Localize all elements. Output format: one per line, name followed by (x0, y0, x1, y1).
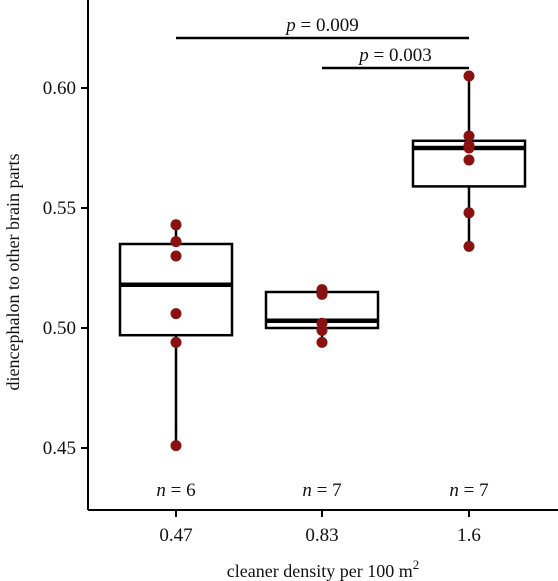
y-tick-label: 0.45 (43, 438, 76, 459)
x-axis-title-text: cleaner density per 100 m (227, 561, 413, 581)
data-point (316, 324, 328, 336)
labels: cleaner density per 100 m2 diencephalon t… (3, 154, 489, 581)
significance-label-value: = 0.003 (369, 45, 432, 66)
sample-size-label: n = 7 (449, 480, 488, 501)
data-point (463, 240, 475, 252)
x-tick-label: 1.6 (457, 525, 481, 546)
y-axis-title: diencephalon to other brain parts (3, 154, 23, 391)
data-point (170, 308, 182, 320)
significance-label: p = 0.009 (284, 15, 358, 36)
data-point (170, 336, 182, 348)
data-point (463, 154, 475, 166)
data-point (316, 288, 328, 300)
data-points (170, 70, 475, 452)
y-tick-label: 0.55 (43, 198, 76, 219)
data-point (170, 250, 182, 262)
data-point (463, 142, 475, 154)
boxes (118, 76, 527, 446)
significance-label-p: p (357, 45, 369, 66)
y-tick-label: 0.60 (43, 78, 76, 99)
sample-size-n: n (302, 480, 312, 501)
data-point (463, 207, 475, 219)
data-point (463, 70, 475, 82)
x-tick-label: 0.47 (159, 525, 192, 546)
sample-size-label: n = 7 (302, 480, 341, 501)
sample-size-label: n = 6 (156, 480, 195, 501)
data-point (170, 236, 182, 248)
sample-size-n: n (156, 480, 166, 501)
y-tick-label: 0.50 (43, 318, 76, 339)
data-point (170, 440, 182, 452)
data-point (170, 219, 182, 231)
axes: 0.45 0.50 0.55 0.60 0.47 0.83 1.6 (43, 0, 558, 546)
data-point (463, 130, 475, 142)
significance-label-p: p (284, 15, 296, 36)
x-axis-title: cleaner density per 100 m2 (227, 557, 419, 581)
x-tick-label: 0.83 (305, 525, 338, 546)
data-point (316, 336, 328, 348)
x-axis-title-superscript: 2 (413, 557, 420, 572)
significance-label: p = 0.003 (357, 45, 431, 66)
sample-size-value: = 7 (459, 480, 489, 501)
significance-label-value: = 0.009 (296, 15, 359, 36)
sample-size-n: n (449, 480, 459, 501)
sample-size-value: = 7 (312, 480, 342, 501)
sample-size-value: = 6 (166, 480, 196, 501)
